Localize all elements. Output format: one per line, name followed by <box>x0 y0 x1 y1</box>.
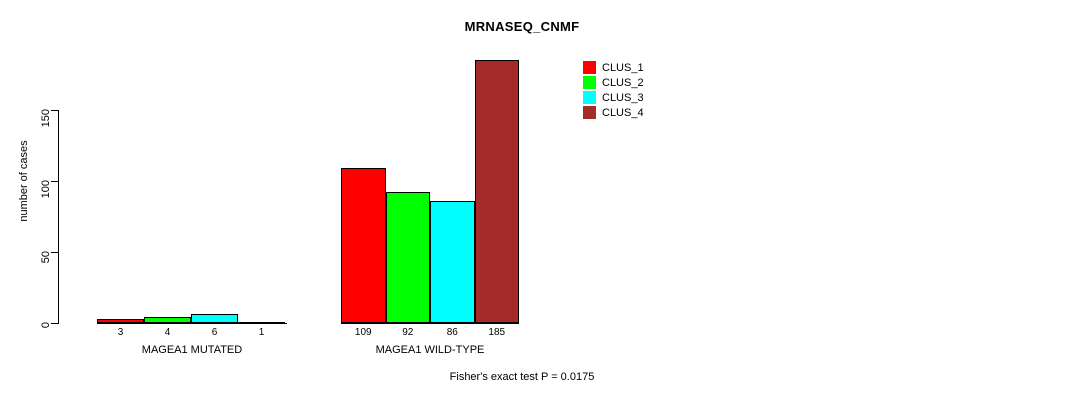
bar-value-label: 109 <box>354 327 372 338</box>
bar-clus_3[interactable] <box>191 314 238 323</box>
chart-legend: CLUS_1 CLUS_2 CLUS_3 CLUS_4 <box>583 60 644 120</box>
bar-clus_2[interactable] <box>144 317 191 323</box>
y-axis-tick-mark <box>51 110 59 111</box>
statistical-annotation: Fisher's exact test P = 0.0175 <box>449 371 595 383</box>
y-axis-tick-label: 0 <box>40 322 52 329</box>
legend-item-label: CLUS_4 <box>602 106 644 119</box>
legend-color-swatch-icon <box>583 61 596 74</box>
y-axis-tick-label: 100 <box>40 180 52 199</box>
legend-color-swatch-icon <box>583 91 596 104</box>
legend-item-label: CLUS_2 <box>602 76 644 89</box>
bar-value-label: 6 <box>211 327 218 338</box>
legend-item[interactable]: CLUS_2 <box>583 75 644 90</box>
bar-value-label: 3 <box>117 327 124 338</box>
group-baseline <box>341 323 519 324</box>
legend-item-label: CLUS_1 <box>602 61 644 74</box>
y-axis-tick-mark <box>51 252 59 253</box>
group-axis-label: MAGEA1 MUTATED <box>141 344 243 356</box>
legend-color-swatch-icon <box>583 76 596 89</box>
group-axis-label: MAGEA1 WILD-TYPE <box>375 344 485 356</box>
y-axis-label: number of cases <box>18 140 30 222</box>
bar-clus_4[interactable] <box>238 321 285 324</box>
y-axis-tick-label: 50 <box>40 251 52 264</box>
y-axis-tick-mark <box>51 323 59 324</box>
bar-clus_2[interactable] <box>385 192 430 323</box>
bar-value-label: 86 <box>446 327 458 338</box>
bar-value-label: 92 <box>402 327 414 338</box>
chart-title: MRNASEQ_CNMF <box>464 19 580 34</box>
bar-clus_1[interactable] <box>341 168 386 323</box>
bar-value-label: 185 <box>488 327 506 338</box>
bar-clus_1[interactable] <box>97 318 144 323</box>
y-axis-tick-mark <box>51 181 59 182</box>
legend-item[interactable]: CLUS_1 <box>583 60 644 75</box>
legend-item-label: CLUS_3 <box>602 91 644 104</box>
bar-value-label: 1 <box>258 327 265 338</box>
bar-value-label: 4 <box>164 327 171 338</box>
legend-color-swatch-icon <box>583 106 596 119</box>
legend-item[interactable]: CLUS_4 <box>583 105 644 120</box>
bar-clus_3[interactable] <box>430 200 475 323</box>
y-axis-spine <box>58 110 59 324</box>
bar-clus_4[interactable] <box>474 60 519 323</box>
y-axis-tick-label: 150 <box>40 109 52 128</box>
group-baseline <box>97 323 287 324</box>
legend-item[interactable]: CLUS_3 <box>583 90 644 105</box>
